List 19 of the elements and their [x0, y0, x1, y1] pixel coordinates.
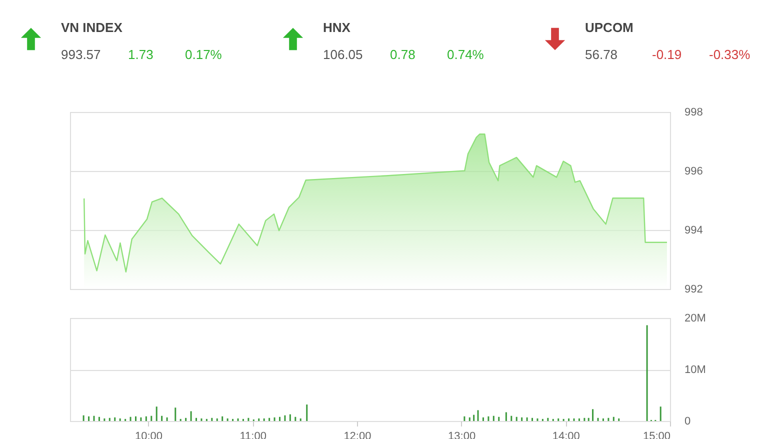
- y-tick-label: 992: [684, 284, 703, 296]
- category-label: HNX: [323, 20, 351, 35]
- category-label: VN INDEX: [61, 20, 123, 35]
- y-tick-label: 996: [684, 166, 703, 178]
- data-label: 1.73: [128, 47, 154, 62]
- data-label: 106.05: [323, 47, 363, 62]
- data-label: 0.74%: [447, 47, 484, 62]
- data-label: 56.78: [585, 47, 618, 62]
- y-tick-label: 998: [684, 106, 703, 118]
- y-tick-label: 994: [684, 224, 703, 236]
- category-label: UPCOM: [585, 20, 634, 35]
- y-tick-label: 20M: [684, 312, 706, 324]
- data-label: 0.78: [390, 47, 416, 62]
- data-label: 993.57: [61, 47, 101, 62]
- y-tick-label: 10M: [684, 364, 706, 376]
- data-label: -0.19: [652, 47, 682, 62]
- data-label: -0.33%: [709, 47, 751, 62]
- data-label: 0.17%: [185, 47, 222, 62]
- y-tick-label: 0: [684, 416, 691, 428]
